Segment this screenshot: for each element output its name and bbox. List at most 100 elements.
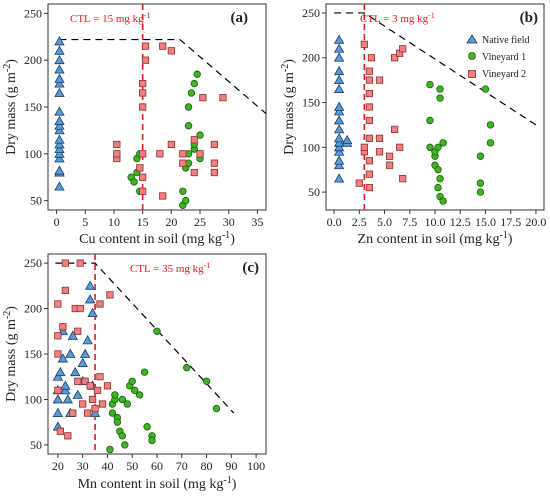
panel-c-native-field-point [72, 389, 83, 399]
panel-b-vineyard-2-point [385, 152, 394, 160]
panel-b-vineyard-1-point [436, 174, 444, 183]
panel-a-native-field-point [54, 36, 65, 46]
panel-c: 20 30 40 50 60 70 80 90 100 50 100 150 200 250 (c) CT… [2, 253, 267, 492]
panel-b-native-field-point [333, 52, 345, 62]
panel-c-marks [52, 254, 235, 454]
panel-a-native-field-point [54, 181, 65, 191]
panel-c-ytick-label: 50 [30, 438, 42, 452]
panel-a-ytick-label: 100 [24, 147, 42, 161]
panel-c-vineyard-2-point [96, 373, 104, 381]
panel-c-vineyard-2-point [98, 400, 107, 408]
panel-c-xtick-label: 80 [201, 459, 213, 473]
panel-c-vineyard-1-point [202, 377, 211, 385]
panel-b-vineyard-2-point [375, 148, 384, 156]
panel-a-vineyard-2-point [141, 56, 150, 64]
panel-a-vineyard-2-point [139, 187, 147, 195]
panel-a-vineyard-2-point [141, 42, 150, 50]
panel-a-native-field-point [54, 106, 65, 116]
panel-c-native-field-point [67, 330, 78, 340]
panel-a-vineyard-2-point [199, 94, 207, 102]
panel-b-vineyard-1-point [476, 152, 485, 160]
panel-c-vineyard-2-point [54, 332, 62, 340]
panel-b-vineyard-1-point [434, 143, 442, 152]
legend-item-vineyard-1: Vineyard 1 [468, 52, 526, 63]
panel-c-vineyard-2-point [54, 350, 62, 358]
panel-c-vineyard-2-point [54, 300, 62, 308]
panel-a-vineyard-1-point [181, 196, 190, 205]
panel-c-vineyard-1-point [108, 409, 117, 417]
panel-c-vineyard-2-point [64, 432, 72, 440]
panel-b-native-field-point [333, 106, 345, 116]
panel-b-vineyard-1-point [486, 121, 495, 129]
panel-b-vineyard-2-point [367, 54, 376, 62]
panel-b-vineyard-2-point [365, 103, 373, 111]
panel-b-xlabel: Zn content in soil (mg kg-1) [358, 230, 513, 247]
panel-b-native-field-point [333, 133, 345, 143]
panel-c-vineyard-1-point [135, 391, 144, 399]
panel-b-native-field-point [333, 137, 345, 147]
panel-b-native-field-point [333, 65, 345, 76]
panel-b-ylabel: Dry mass (g m-2) [280, 59, 297, 155]
panel-c-vineyard-2-point [79, 400, 87, 408]
panel-b-native-field-point [333, 74, 345, 85]
panel-b-xtick-label: 0.0 [327, 215, 342, 229]
panel-c-xtick-label: 40 [101, 459, 113, 473]
panel-b-vineyard-1-point [476, 188, 485, 196]
panel-b-vineyard-2-point [365, 116, 373, 125]
panel-c-xtick-label: 50 [126, 459, 138, 473]
panel-c-vineyard-1-point [118, 432, 127, 440]
panel-b-native-field-point [333, 146, 345, 156]
panel-b-vineyard-2-point [391, 125, 399, 133]
panel-a-vineyard-1-point [190, 79, 198, 88]
panel-b-xtick-label: 15.0 [475, 215, 496, 229]
panel-b-native-field-point [333, 115, 345, 125]
panel-a-vineyard-2-point [210, 168, 218, 177]
panel-b-vineyard-2-point [399, 175, 407, 183]
panel-a-vineyard-2-point [210, 159, 218, 167]
panel-b-vineyard-2-point [391, 54, 399, 62]
panel-b-axes: 0.0 2.5 5.0 7.5 10.0 12.5 15.0 17.5 20.0 50 100 150… [302, 6, 546, 229]
panel-b-threshold-line [334, 12, 537, 126]
panel-c-ytick-label: 100 [24, 392, 42, 406]
panel-c-ytick-label: 200 [24, 302, 42, 316]
panel-c-xlabel: Mn content in soil (mg kg-1) [78, 475, 237, 492]
panel-a-label: (a) [231, 10, 249, 26]
panel-c-threshold-line [55, 262, 235, 414]
panel-c-vineyard-1-point [153, 327, 161, 335]
panel-b-native-field-point [333, 43, 345, 53]
panel-c-native-field-point [82, 335, 93, 345]
panel-c-vineyard-2-point [88, 395, 97, 404]
panel-b-vineyard-1-point [426, 80, 434, 89]
panel-a-vineyard-2-point [113, 140, 121, 149]
panel-c-native-field-point [70, 366, 81, 377]
panel-a-native-field-point [54, 45, 65, 55]
panel-a-native-field-point [54, 139, 65, 149]
panel-a-vineyard-1-point [187, 89, 196, 97]
panel-c-native-field-point [62, 394, 74, 404]
panel-c-vineyard-1-point [113, 418, 122, 426]
panel-c-xtick-label: 70 [176, 459, 188, 473]
panel-a-native-field-point [54, 134, 65, 144]
panel-c-axes: 20 30 40 50 60 70 80 90 100 50 100 150 200 250 [24, 256, 265, 473]
panel-a-xtick-label: 20 [165, 215, 177, 229]
panel-c-native-field-point [60, 380, 71, 390]
panel-b-vineyard-2-point [365, 89, 373, 98]
panel-a-native-field-point [54, 165, 65, 175]
panel-a-ylabel: Dry mass (g m-2) [2, 59, 19, 155]
panel-c-ytick-label: 150 [24, 347, 42, 361]
panel-c-vineyard-2-point [103, 382, 112, 390]
panel-b-vineyard-2-point [365, 67, 373, 75]
legend-triangle-marker [466, 34, 478, 44]
panel-c-vineyard-2-point [74, 377, 82, 385]
panel-a-vineyard-2-point [167, 140, 175, 149]
panel-a-xtick-label: 35 [251, 215, 263, 229]
panel-b-vineyard-1-point [434, 183, 442, 192]
panel-b-vineyard-1-point [481, 85, 490, 93]
panel-a-vineyard-1-point [184, 103, 193, 111]
panel-c-xtick-label: 60 [151, 459, 163, 473]
panel-a-native-field-point [54, 148, 65, 158]
panel-b-ytick-label: 50 [308, 185, 320, 199]
panel-b-vineyard-1-point [486, 139, 495, 147]
panel-b-vineyard-1-point [436, 85, 444, 93]
legend-vineyard-1-label: Vineyard 1 [482, 52, 526, 63]
